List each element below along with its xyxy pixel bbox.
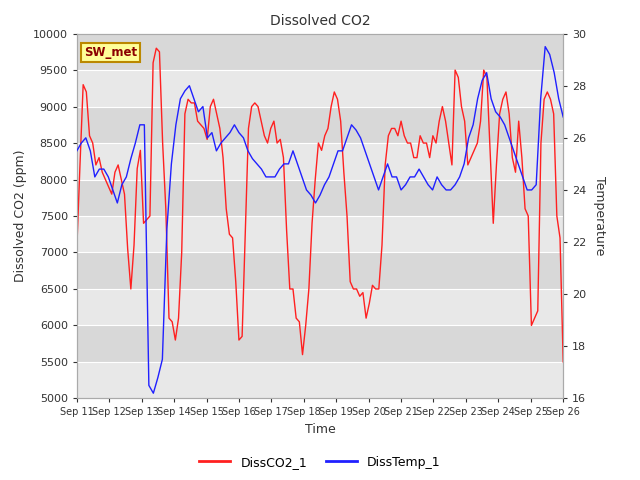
- Bar: [77, 216, 563, 252]
- DissTemp_1: [397, 187, 405, 193]
- DissCO2_1: [438, 104, 446, 109]
- Line: DissCO2_1: DissCO2_1: [77, 48, 563, 362]
- X-axis label: Time: Time: [305, 423, 335, 436]
- Bar: [77, 325, 563, 362]
- DissCO2_1: [248, 104, 255, 109]
- Y-axis label: Dissolved CO2 (ppm): Dissolved CO2 (ppm): [14, 150, 28, 282]
- DissTemp_1: [109, 187, 116, 193]
- DissTemp_1: [212, 148, 220, 154]
- DissCO2_1: [385, 133, 392, 139]
- Y-axis label: Temperature: Temperature: [593, 176, 606, 256]
- Line: DissTemp_1: DissTemp_1: [77, 47, 563, 393]
- DissTemp_1: [339, 148, 346, 154]
- DissTemp_1: [150, 390, 157, 396]
- DissCO2_1: [474, 140, 481, 146]
- Legend: DissCO2_1, DissTemp_1: DissCO2_1, DissTemp_1: [194, 451, 446, 474]
- DissCO2_1: [493, 162, 500, 168]
- DissTemp_1: [239, 135, 247, 141]
- Bar: [77, 252, 563, 289]
- DissTemp_1: [343, 135, 351, 141]
- Bar: [77, 107, 563, 143]
- Bar: [77, 362, 563, 398]
- Bar: [77, 70, 563, 107]
- DissCO2_1: [244, 126, 252, 132]
- Bar: [77, 180, 563, 216]
- Bar: [77, 289, 563, 325]
- DissTemp_1: [541, 44, 549, 49]
- DissCO2_1: [73, 246, 81, 252]
- Text: SW_met: SW_met: [84, 47, 137, 60]
- DissTemp_1: [73, 148, 81, 154]
- DissTemp_1: [559, 114, 567, 120]
- DissCO2_1: [559, 359, 567, 365]
- Title: Dissolved CO2: Dissolved CO2: [269, 14, 371, 28]
- DissCO2_1: [152, 45, 160, 51]
- Bar: [77, 143, 563, 180]
- Bar: [77, 34, 563, 70]
